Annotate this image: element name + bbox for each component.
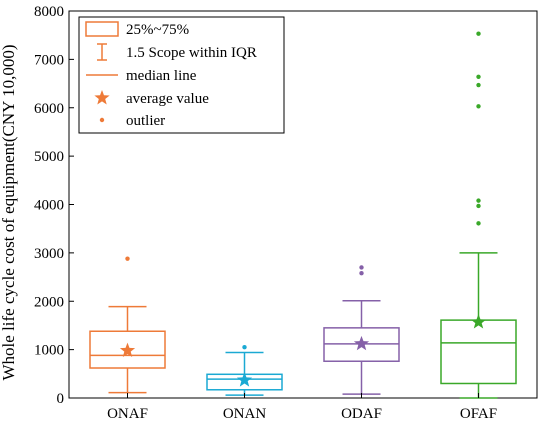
y-tick-label: 2000: [34, 294, 64, 310]
legend-mean-symbol: [94, 90, 110, 105]
outlier-point: [242, 345, 247, 350]
y-tick-label: 6000: [34, 101, 64, 117]
x-tick-label: ONAF: [107, 406, 148, 422]
box-group-odaf: [323, 265, 400, 395]
mean-marker: [119, 342, 136, 358]
y-tick-label: 3000: [34, 246, 64, 262]
x-tick-label: ODAF: [341, 406, 382, 422]
outlier-point: [476, 82, 481, 88]
legend-outlier-symbol: [99, 117, 105, 123]
x-tick-label: ONAN: [223, 406, 266, 422]
y-tick-label: 8000: [34, 4, 64, 20]
outlier-point: [359, 270, 364, 276]
legend-label: outlier: [126, 113, 165, 129]
box-group-onaf: [89, 256, 166, 394]
legend-label: median line: [126, 68, 197, 84]
outlier-point: [476, 221, 481, 226]
y-tick-label: 5000: [34, 149, 64, 165]
iqr-box: [440, 319, 517, 385]
mean-marker: [353, 335, 370, 351]
mean-marker: [470, 314, 487, 329]
x-axis: ONAF ONAN ODAF OFAF: [107, 393, 497, 422]
legend-label: 1.5 Scope within IQR: [126, 45, 257, 61]
y-axis: 0 1000 2000 3000 4000 5000 6000 7000 8000: [34, 4, 74, 407]
outlier-point: [125, 256, 130, 261]
outlier-point: [359, 265, 364, 270]
y-tick-label: 7000: [34, 52, 64, 68]
y-tick-label: 0: [57, 391, 65, 407]
outlier-point: [476, 74, 481, 79]
legend: 25%~75% 1.5 Scope within IQR median line av…: [78, 16, 285, 134]
mean-marker: [236, 372, 253, 387]
box-group-ofaf: [440, 31, 517, 399]
legend-box-symbol: [85, 21, 119, 37]
y-tick-label: 1000: [34, 343, 64, 359]
outlier-point: [476, 31, 481, 36]
x-tick-label: OFAF: [460, 406, 497, 422]
iqr-box: [89, 330, 166, 369]
y-axis-title: Whole life cycle cost of equipment(CNY 1…: [0, 45, 18, 381]
box-group-onan: [206, 345, 283, 396]
legend-label: 25%~75%: [126, 22, 189, 38]
outlier-point: [476, 203, 481, 209]
outlier-point: [476, 104, 481, 109]
y-tick-label: 4000: [34, 198, 64, 214]
legend-label: average value: [126, 91, 209, 107]
outlier-point: [476, 198, 481, 203]
